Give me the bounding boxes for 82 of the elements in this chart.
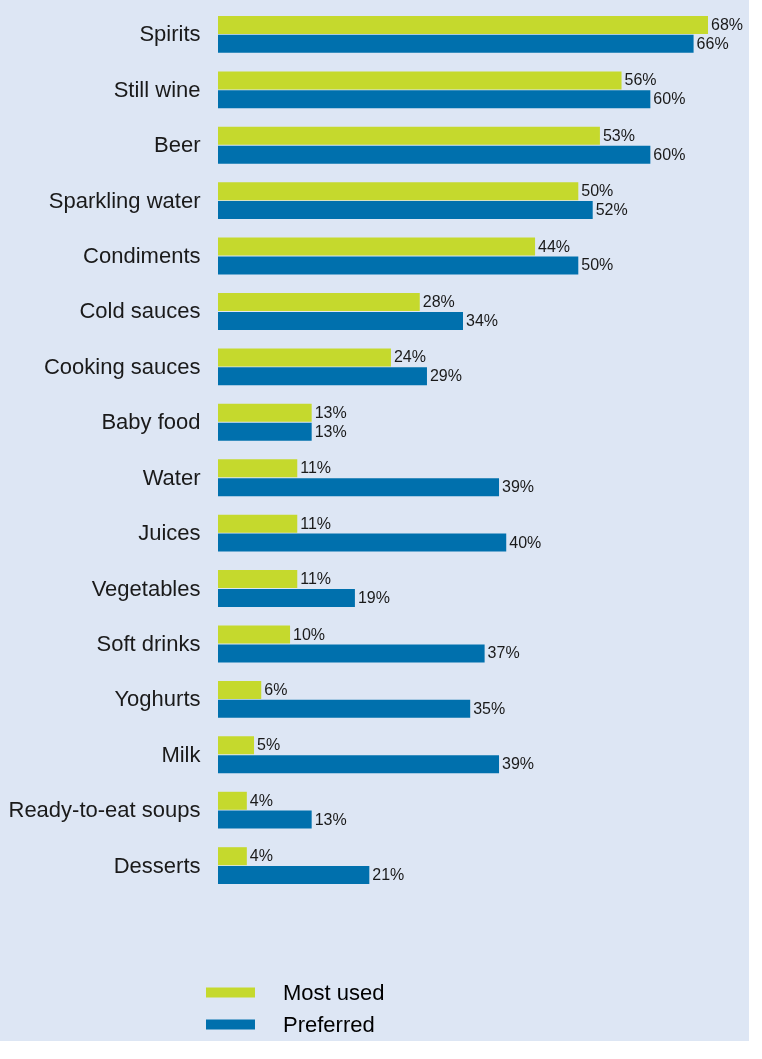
y-tick-label: Yoghurts: [114, 686, 201, 712]
y-tick-label: Desserts: [113, 852, 201, 878]
bar: [218, 126, 600, 145]
bar: [218, 625, 291, 644]
data-label: 13%: [314, 810, 347, 828]
data-label: 60%: [653, 90, 686, 108]
bar: [218, 182, 579, 201]
data-label: 4%: [249, 847, 273, 865]
bar: [218, 810, 312, 829]
bar: [218, 755, 500, 774]
y-tick-label: Vegetables: [91, 575, 201, 601]
y-tick-label: Cold sauces: [79, 298, 201, 324]
data-label: 34%: [466, 311, 499, 329]
data-label: 13%: [314, 403, 347, 421]
data-label: 6%: [264, 680, 288, 698]
bar: [218, 514, 298, 533]
bar: [218, 644, 485, 663]
bar: [218, 15, 708, 34]
y-tick-label: Water: [142, 464, 201, 490]
y-tick-label: Juices: [138, 520, 201, 546]
bar: [218, 533, 507, 552]
y-tick-label: Baby food: [101, 409, 201, 435]
data-label: 10%: [293, 625, 326, 643]
data-label: 39%: [502, 478, 535, 496]
data-label: 21%: [372, 866, 405, 884]
bar: [218, 866, 370, 885]
bar: [218, 90, 651, 109]
data-label: 37%: [487, 644, 520, 662]
bar: [218, 570, 298, 589]
data-label: 56%: [624, 71, 657, 89]
data-label: 28%: [422, 293, 455, 311]
y-tick-label: Spirits: [139, 21, 201, 47]
bar: [218, 791, 247, 810]
data-label: 66%: [696, 34, 729, 52]
bar: [218, 293, 420, 312]
data-label: 5%: [257, 736, 281, 754]
data-label: 50%: [581, 256, 614, 274]
data-label: 19%: [357, 588, 390, 606]
y-tick-label: Milk: [161, 741, 202, 767]
bar: [218, 201, 593, 220]
data-label: 24%: [393, 348, 426, 366]
bar: [218, 34, 694, 53]
y-tick-label: Cooking sauces: [43, 353, 201, 379]
data-label: 53%: [602, 126, 635, 144]
bar: [218, 459, 298, 478]
data-label: 60%: [653, 145, 686, 163]
legend-label: Most used: [283, 979, 385, 1005]
y-tick-label: Sparkling water: [48, 187, 201, 213]
bar: [218, 847, 247, 866]
bar: [218, 311, 463, 330]
data-label: 52%: [595, 201, 628, 219]
data-label: 68%: [711, 15, 744, 33]
data-label: 39%: [502, 755, 535, 773]
bar: [218, 71, 622, 90]
bar: [218, 367, 427, 386]
bar: [218, 680, 262, 699]
y-tick-label: Ready-to-eat soups: [8, 797, 201, 823]
data-label: 40%: [509, 533, 542, 551]
bar: [218, 699, 471, 718]
y-tick-label: Soft drinks: [96, 630, 201, 656]
y-tick-label: Condiments: [83, 243, 201, 269]
y-tick-label: Beer: [154, 132, 201, 158]
data-label: 29%: [429, 367, 462, 385]
y-tick-label: Still wine: [113, 76, 201, 102]
data-label: 11%: [300, 570, 332, 588]
bar: [218, 403, 312, 422]
legend-label: Preferred: [283, 1011, 375, 1037]
bar: [218, 237, 536, 256]
bar: [218, 736, 255, 755]
bar: [218, 478, 500, 497]
bar: [218, 256, 579, 275]
data-label: 11%: [300, 514, 332, 532]
data-label: 13%: [314, 422, 347, 440]
bar: [218, 145, 651, 164]
bar: [218, 422, 312, 441]
data-label: 50%: [581, 182, 614, 200]
data-label: 4%: [249, 791, 273, 809]
bar: [218, 588, 355, 607]
data-label: 11%: [300, 459, 332, 477]
data-label: 44%: [538, 237, 571, 255]
data-label: 35%: [473, 699, 506, 717]
bar: [218, 348, 391, 367]
